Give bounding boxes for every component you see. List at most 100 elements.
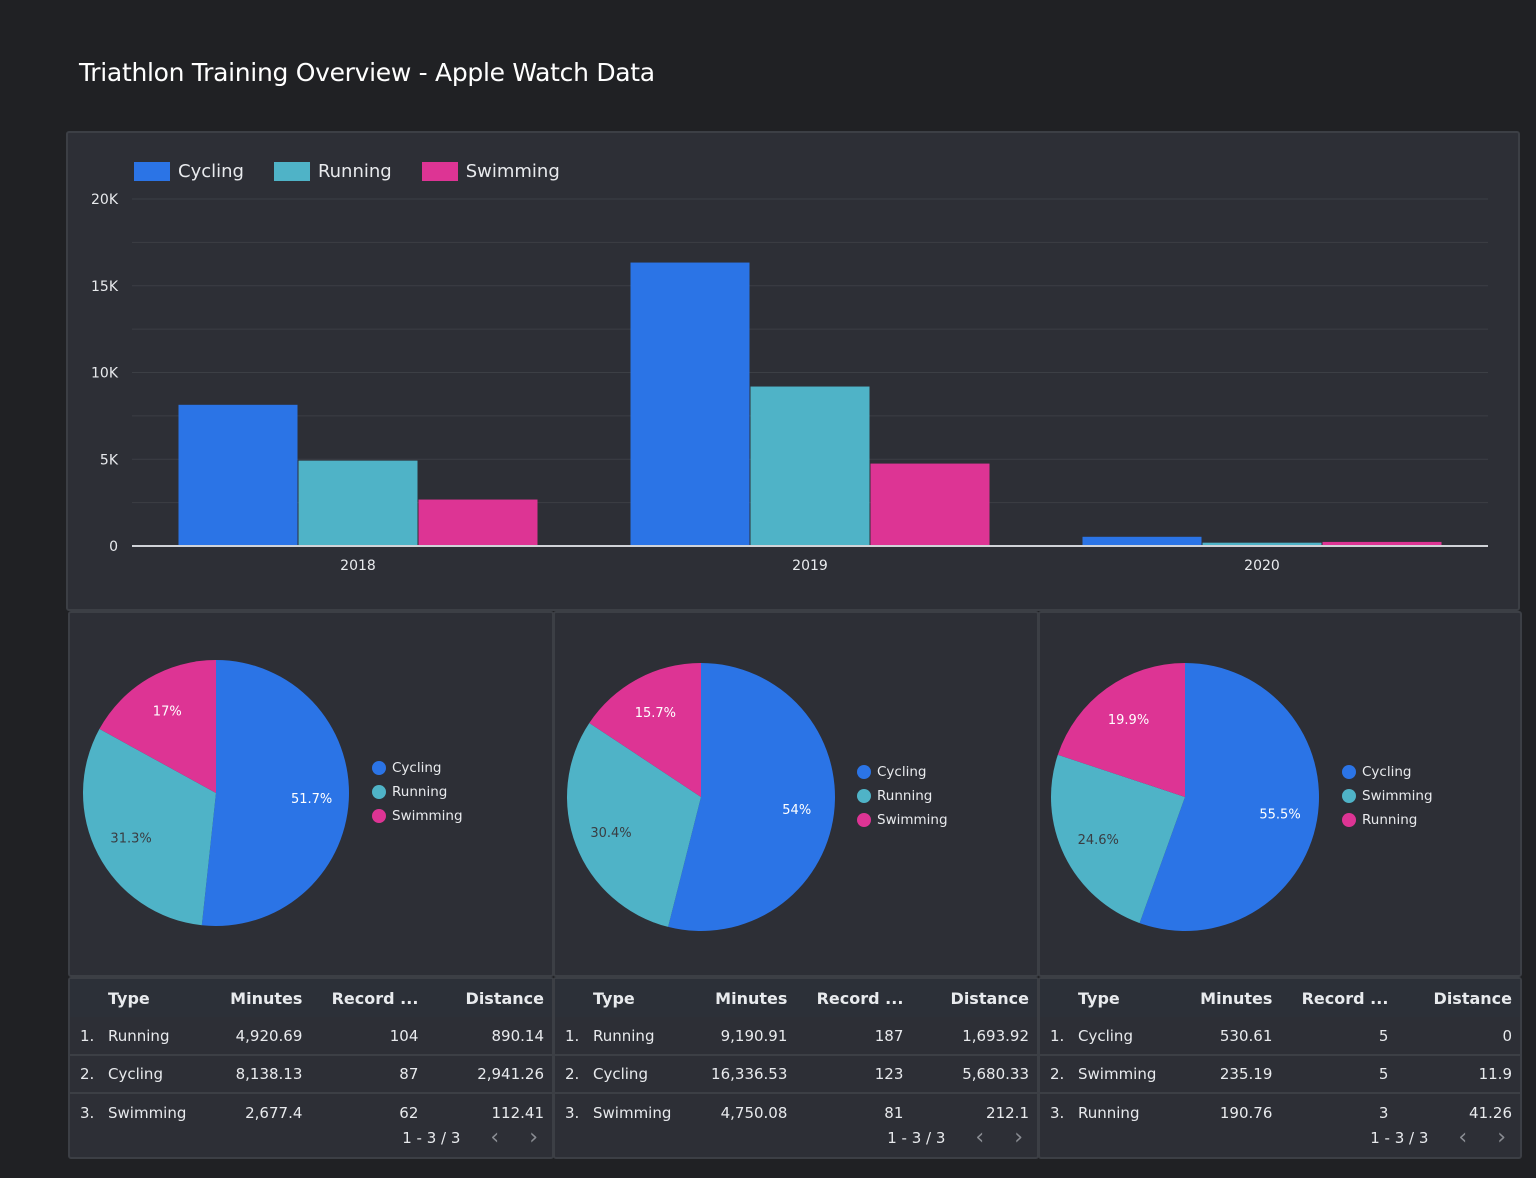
pie-legend-item[interactable]: Swimming xyxy=(1342,787,1433,805)
row-index: 2. xyxy=(80,1065,95,1083)
legend-dot xyxy=(372,809,386,823)
header-type[interactable]: Type xyxy=(108,988,150,1008)
legend-label: Swimming xyxy=(877,812,948,828)
row-index: 1. xyxy=(565,1026,580,1045)
table-row[interactable]: 3. Swimming 2,677.4 62 112.41 xyxy=(70,1093,552,1131)
table-header-row: Type Minutes Record ... Distance xyxy=(555,979,1037,1017)
header-index xyxy=(555,979,585,1017)
bar-swimming-2020[interactable] xyxy=(1322,541,1442,546)
x-tick-label: 2018 xyxy=(340,558,376,574)
row-index: 1. xyxy=(1050,1026,1065,1045)
y-tick-label: 0 xyxy=(109,539,118,555)
pie-slice-label: 24.6% xyxy=(1078,833,1119,848)
pie-chart-panel-2020: 55.5% 24.6% 19.9% Cycling Swimming Running xyxy=(1038,611,1522,977)
y-tick-label: 5K xyxy=(100,452,119,468)
table-row[interactable]: 1. Running 9,190.91 187 1,693.92 xyxy=(555,1017,1037,1055)
next-page-icon[interactable]: › xyxy=(1497,1125,1506,1150)
prev-page-icon[interactable]: ‹ xyxy=(490,1125,500,1150)
table-row[interactable]: 2. Swimming 235.19 5 11.9 xyxy=(1040,1055,1520,1093)
pie-legend-item[interactable]: Cycling xyxy=(857,763,948,781)
legend-swatch-cycling xyxy=(134,162,170,181)
pie-slice-running[interactable] xyxy=(1057,663,1185,797)
next-page-icon[interactable]: › xyxy=(1014,1125,1023,1150)
header-minutes[interactable]: Minutes xyxy=(230,988,303,1008)
legend-item-cycling[interactable]: Cycling xyxy=(134,161,244,182)
pie-slice-cycling[interactable] xyxy=(668,663,836,931)
pie-legend-item[interactable]: Running xyxy=(372,783,463,801)
row-index: 3. xyxy=(565,1103,580,1122)
bar-swimming-2019[interactable] xyxy=(870,463,990,546)
pie-slice-cycling[interactable] xyxy=(201,660,349,926)
table-row[interactable]: 3. Swimming 4,750.08 81 212.1 xyxy=(555,1093,1037,1131)
pie-legend-item[interactable]: Running xyxy=(857,787,948,805)
table-row[interactable]: 3. Running 190.76 3 41.26 xyxy=(1040,1093,1520,1131)
cell-type: Swimming xyxy=(108,1103,187,1122)
pagination-label: 1 - 3 / 3 xyxy=(1370,1129,1429,1147)
row-index: 3. xyxy=(80,1103,95,1122)
pie-chart-panel-2019: 54% 30.4% 15.7% Cycling Running Swimming xyxy=(553,611,1039,977)
legend-item-swimming[interactable]: Swimming xyxy=(421,161,560,182)
table-row[interactable]: 2. Cycling 8,138.13 87 2,941.26 xyxy=(70,1055,552,1093)
prev-page-icon[interactable]: ‹ xyxy=(975,1125,985,1150)
header-records[interactable]: Record ... xyxy=(1301,988,1389,1008)
legend-label: Running xyxy=(877,788,933,804)
cell-minutes: 530.61 xyxy=(1219,1026,1273,1045)
header-type[interactable]: Type xyxy=(593,988,635,1008)
legend-label: Cycling xyxy=(1362,764,1412,780)
pie-legend-item[interactable]: Running xyxy=(1342,811,1433,829)
pagination: 1 - 3 / 3 ‹ › xyxy=(887,1127,1023,1149)
pie-legend-item[interactable]: Cycling xyxy=(372,759,463,777)
bar-cycling-2020[interactable] xyxy=(1082,536,1202,546)
bar-running-2019[interactable] xyxy=(750,386,870,546)
pagination-label: 1 - 3 / 3 xyxy=(887,1129,946,1147)
header-index xyxy=(1040,979,1070,1017)
pie-chart: 54% 30.4% 15.7% xyxy=(567,663,836,931)
pie-slice-swimming[interactable] xyxy=(1051,754,1185,924)
table-row[interactable]: 1. Cycling 530.61 5 0 xyxy=(1040,1017,1520,1055)
cell-records: 87 xyxy=(399,1065,419,1083)
header-distance[interactable]: Distance xyxy=(1433,988,1512,1008)
header-minutes[interactable]: Minutes xyxy=(715,988,788,1008)
header-records[interactable]: Record ... xyxy=(331,988,419,1008)
pagination-label: 1 - 3 / 3 xyxy=(402,1129,461,1147)
header-distance[interactable]: Distance xyxy=(950,988,1029,1008)
cell-records: 104 xyxy=(389,1026,419,1045)
pie-chart: 55.5% 24.6% 19.9% xyxy=(1051,663,1319,931)
bar-cycling-2018[interactable] xyxy=(178,404,298,546)
header-distance[interactable]: Distance xyxy=(465,988,544,1008)
bar-running-2020[interactable] xyxy=(1202,542,1322,546)
pie-legend-item[interactable]: Cycling xyxy=(1342,763,1433,781)
table-row[interactable]: 1. Running 4,920.69 104 890.14 xyxy=(70,1017,552,1055)
pie-slice-label: 30.4% xyxy=(590,826,631,841)
legend-item-running[interactable]: Running xyxy=(273,161,392,182)
pie-slice-cycling[interactable] xyxy=(1139,663,1319,931)
pie-slice-swimming[interactable] xyxy=(589,663,701,797)
y-tick-label: 20K xyxy=(91,192,119,208)
pie-legend-item[interactable]: Swimming xyxy=(857,811,948,829)
bar-cycling-2019[interactable] xyxy=(630,262,750,546)
pie-slice-running[interactable] xyxy=(567,722,701,927)
legend-label: Swimming xyxy=(465,161,560,182)
data-table-2020: Type Minutes Record ... Distance 1. Cycling… xyxy=(1038,977,1522,1159)
row-index: 3. xyxy=(1050,1103,1065,1122)
cell-minutes: 2,677.4 xyxy=(245,1103,303,1122)
bar-chart-legend: Cycling Running Swimming xyxy=(134,161,560,182)
cell-records: 5 xyxy=(1378,1026,1389,1045)
bar-swimming-2018[interactable] xyxy=(418,499,538,546)
bar-running-2018[interactable] xyxy=(298,460,418,546)
prev-page-icon[interactable]: ‹ xyxy=(1458,1125,1468,1150)
legend-dot xyxy=(857,813,871,827)
legend-label: Cycling xyxy=(877,764,927,780)
legend-label: Running xyxy=(1362,812,1418,828)
pie-slice-running[interactable] xyxy=(83,728,216,926)
cell-records: 3 xyxy=(1378,1103,1389,1122)
header-type[interactable]: Type xyxy=(1078,988,1120,1008)
table-row[interactable]: 2. Cycling 16,336.53 123 5,680.33 xyxy=(555,1055,1037,1093)
pie-slice-swimming[interactable] xyxy=(99,660,216,793)
pie-slice-label: 54% xyxy=(782,803,811,818)
pie-legend-item[interactable]: Swimming xyxy=(372,807,463,825)
next-page-icon[interactable]: › xyxy=(529,1125,538,1150)
header-minutes[interactable]: Minutes xyxy=(1200,988,1273,1008)
pie-chart-panel-2018: 51.7% 31.3% 17% Cycling Running Swimming xyxy=(68,611,554,977)
header-records[interactable]: Record ... xyxy=(816,988,904,1008)
